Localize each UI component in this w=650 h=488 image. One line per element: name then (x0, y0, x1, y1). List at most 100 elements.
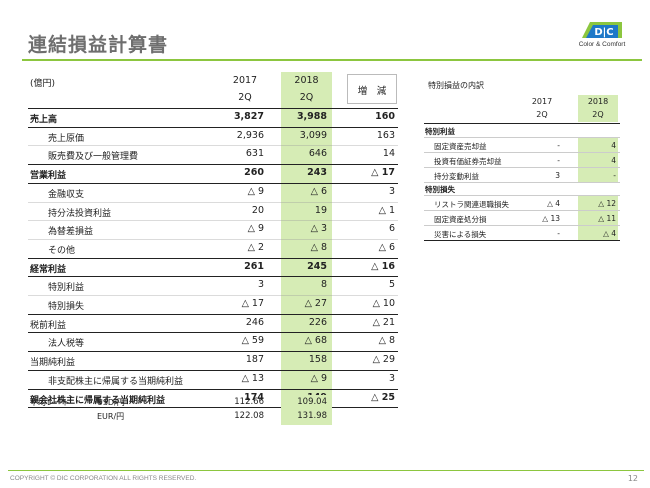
table-row-label: 売上原価 (48, 133, 85, 144)
side-highlight-cell (578, 226, 618, 240)
side-cell-2017: △ 4 (547, 199, 560, 208)
table-cell-2017: 174 (244, 391, 264, 403)
table-cell-2017: 631 (245, 148, 264, 160)
side-header-2017-quarter: 2Q (536, 110, 548, 119)
table-cell-2018: △ 68 (304, 335, 327, 347)
side-cell-2017: - (557, 156, 560, 165)
table-cell-change: △ 8 (378, 335, 395, 347)
table-cell-2018: 243 (307, 167, 327, 179)
rate-2017: 122.08 (234, 411, 264, 421)
row-divider (28, 164, 398, 166)
side-cell-2017: 3 (555, 171, 560, 180)
side-highlight-cell (578, 196, 618, 210)
side-table-title: 特別損益の内訳 (428, 81, 484, 90)
table-row-label: 経常利益 (30, 264, 67, 275)
table-row-label: その他 (48, 245, 76, 256)
table-cell-change: 14 (382, 148, 395, 160)
side-row-divider (424, 225, 620, 226)
side-highlight-cell (578, 211, 618, 225)
rate-currency: EUR/円 (97, 412, 125, 421)
table-cell-change: △ 29 (372, 354, 395, 366)
table-row-label: 法人税等 (48, 339, 85, 350)
table-cell-2018: 19 (314, 204, 327, 216)
table-cell-change: 3 (388, 185, 395, 197)
svg-text:D|C: D|C (594, 27, 613, 38)
table-cell-change: 6 (388, 223, 395, 235)
row-divider (28, 407, 398, 409)
row-divider (28, 313, 398, 315)
side-cell-2017: △ 13 (542, 214, 560, 223)
table-cell-2017: 3,827 (233, 111, 264, 122)
table-row-label: 特別損失 (48, 302, 85, 312)
footer-rule (8, 470, 644, 471)
side-section-rule (424, 195, 620, 196)
header-2017-year: 2017 (232, 75, 258, 86)
side-section-heading: 特別損失 (425, 185, 455, 194)
table-cell-2017: △ 9 (247, 223, 264, 235)
table-cell-change: 5 (388, 279, 395, 291)
title-rule (22, 59, 642, 61)
table-row-label: 親会社株主に帰属する当期純利益 (30, 395, 166, 406)
row-divider (28, 220, 398, 222)
side-row-divider (424, 182, 620, 183)
table-row-label: 販売費及び一般管理費 (48, 152, 139, 163)
table-cell-2018: 3,099 (299, 129, 327, 141)
side-row-label: 持分変動利益 (434, 172, 479, 181)
side-bottom-rule (424, 240, 620, 241)
side-top-rule (424, 123, 620, 124)
header-2017-quarter: 2Q (238, 92, 252, 103)
header-change: 増 減 (357, 86, 387, 97)
side-cell-2018: △ 4 (603, 229, 616, 238)
table-cell-change: △ 21 (372, 316, 395, 328)
table-cell-2018: 3,988 (296, 111, 327, 122)
side-row-label: リストラ関連退職損失 (434, 200, 509, 209)
table-cell-change: △ 1 (378, 204, 395, 216)
table-cell-2017: △ 2 (247, 241, 264, 253)
side-row-label: 固定資産処分損 (434, 215, 487, 224)
row-divider (28, 369, 398, 371)
side-row-label: 固定資産売却益 (434, 142, 487, 151)
copyright-footer: COPYRIGHT © DIC CORPORATION ALL RIGHTS R… (10, 475, 197, 482)
side-cell-2017: - (557, 229, 560, 238)
table-row-label: 売上高 (30, 115, 58, 125)
row-divider (28, 145, 398, 147)
rates-label: 平均レート (30, 398, 70, 407)
side-cell-2018: △ 11 (598, 214, 616, 223)
table-row-label: 為替差損益 (48, 227, 94, 238)
row-divider (28, 295, 398, 296)
header-2018-quarter: 2Q (299, 92, 314, 103)
table-cell-2017: 246 (245, 316, 264, 328)
table-row-label: 税前利益 (30, 320, 67, 331)
change-header-box (347, 74, 397, 104)
table-cell-change: 163 (376, 129, 395, 141)
side-header-2017-year: 2017 (531, 97, 553, 106)
header-2018-year: 2018 (294, 75, 319, 86)
table-cell-2018: △ 3 (310, 223, 327, 235)
side-cell-2017: - (557, 141, 560, 150)
side-row-divider (424, 167, 620, 168)
dic-logo: D|C Color & Comfort (572, 22, 632, 54)
table-cell-change: △ 25 (371, 391, 395, 403)
table-row-label: 持分法投資利益 (48, 208, 112, 219)
table-row-label: 特別利益 (48, 283, 85, 294)
table-cell-2017: △ 17 (241, 298, 264, 309)
table-cell-change: △ 10 (372, 298, 395, 309)
unit-label: (億円) (30, 79, 56, 89)
table-cell-2018: △ 9 (310, 372, 327, 384)
table-cell-2017: 187 (245, 354, 264, 366)
table-cell-2017: 260 (244, 167, 264, 179)
side-row-label: 投資有価証券売却益 (434, 157, 502, 166)
table-cell-2017: 20 (251, 204, 264, 216)
table-cell-2017: △ 9 (247, 185, 264, 197)
table-cell-change: △ 6 (378, 241, 395, 253)
side-cell-2018: 4 (611, 156, 616, 165)
logo-text: Color & Comfort (578, 41, 626, 48)
side-section-rule (424, 137, 620, 138)
rate-currency: USD/円 (97, 398, 125, 407)
table-cell-2018: △ 27 (304, 298, 327, 309)
table-cell-2017: 2,936 (236, 129, 264, 141)
table-cell-2017: 261 (244, 260, 264, 272)
highlight-rates-2018 (281, 395, 332, 425)
rate-2018: 131.98 (297, 411, 327, 421)
table-cell-2017: 3 (257, 279, 264, 291)
